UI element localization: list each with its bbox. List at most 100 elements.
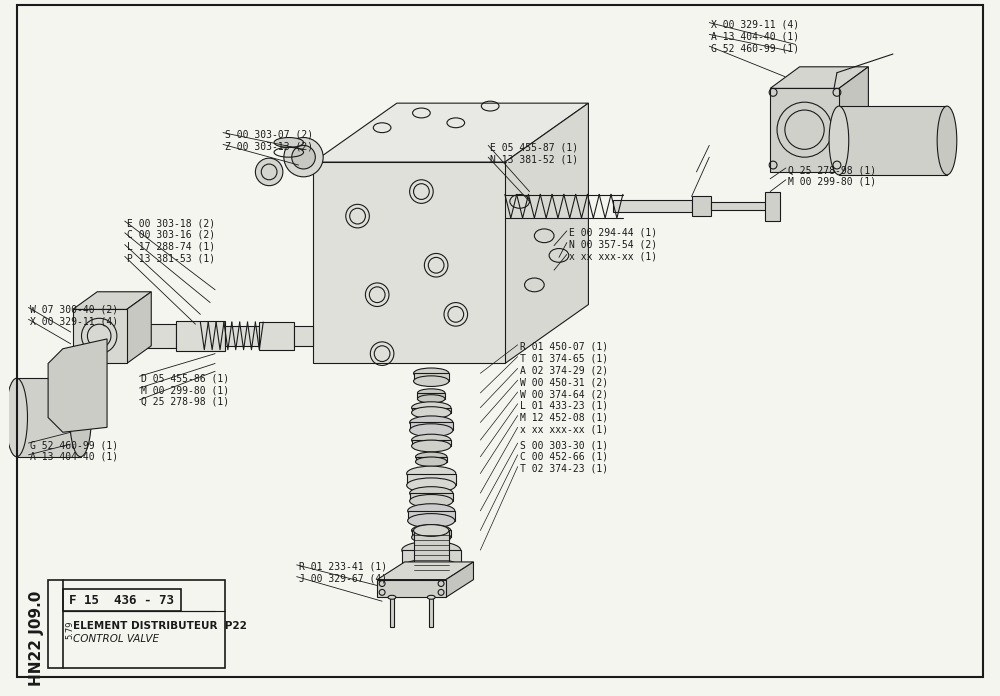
Ellipse shape <box>408 504 455 518</box>
Text: S 00 303-07 (2): S 00 303-07 (2) <box>225 129 313 140</box>
Bar <box>417 393 445 399</box>
Ellipse shape <box>6 378 27 457</box>
Bar <box>48 580 225 668</box>
Ellipse shape <box>70 378 91 457</box>
Circle shape <box>284 138 323 177</box>
Ellipse shape <box>414 569 449 580</box>
Text: T 01 374-65 (1): T 01 374-65 (1) <box>520 354 608 363</box>
Text: N 00 357-54 (2): N 00 357-54 (2) <box>569 239 657 250</box>
Text: CONTROL VALVE: CONTROL VALVE <box>73 633 159 644</box>
Ellipse shape <box>414 525 449 537</box>
Ellipse shape <box>408 514 455 528</box>
Bar <box>225 326 259 346</box>
Bar <box>412 530 451 537</box>
Polygon shape <box>377 562 473 580</box>
Circle shape <box>292 145 315 169</box>
Text: G 52 460-99 (1): G 52 460-99 (1) <box>30 440 119 450</box>
Ellipse shape <box>402 541 461 559</box>
Bar <box>412 408 451 413</box>
Text: E 00 294-44 (1): E 00 294-44 (1) <box>569 228 657 238</box>
Text: G 52 460-99 (1): G 52 460-99 (1) <box>711 43 799 53</box>
Bar <box>87 324 176 348</box>
Polygon shape <box>770 67 868 88</box>
Ellipse shape <box>402 559 461 577</box>
Text: W 00 450-31 (2): W 00 450-31 (2) <box>520 377 608 387</box>
Bar <box>17 378 81 457</box>
Text: Q 25 278-98 (1): Q 25 278-98 (1) <box>788 165 876 175</box>
Ellipse shape <box>410 416 453 429</box>
Bar <box>429 597 433 627</box>
Ellipse shape <box>829 106 849 175</box>
Ellipse shape <box>412 440 451 452</box>
Text: J 00 329-67 (4): J 00 329-67 (4) <box>299 574 387 584</box>
Text: W 00 374-64 (2): W 00 374-64 (2) <box>520 389 608 399</box>
Text: P 13 381-53 (1): P 13 381-53 (1) <box>127 253 215 264</box>
Bar <box>407 473 456 485</box>
Ellipse shape <box>414 376 449 386</box>
Bar <box>412 440 451 446</box>
Text: X 00 329-11 (4): X 00 329-11 (4) <box>30 316 119 326</box>
Bar <box>410 422 453 430</box>
Ellipse shape <box>412 532 451 544</box>
Bar <box>692 196 711 216</box>
Bar <box>711 203 770 210</box>
Polygon shape <box>313 103 588 162</box>
Polygon shape <box>127 292 151 363</box>
Bar <box>414 373 449 381</box>
Text: E 05 455-87 (1): E 05 455-87 (1) <box>490 143 578 152</box>
Text: x xx xxx-xx (1): x xx xxx-xx (1) <box>569 251 657 262</box>
Circle shape <box>255 158 283 186</box>
Text: A 02 374-29 (2): A 02 374-29 (2) <box>520 365 608 375</box>
Polygon shape <box>73 292 151 310</box>
Bar <box>613 200 692 212</box>
Ellipse shape <box>417 395 445 403</box>
Text: M 00 299-80 (1): M 00 299-80 (1) <box>788 177 876 187</box>
Text: x xx xxx-xx (1): x xx xxx-xx (1) <box>520 425 608 434</box>
Ellipse shape <box>417 389 445 397</box>
Bar <box>377 580 446 597</box>
Text: M 00 299-80 (1): M 00 299-80 (1) <box>141 385 230 395</box>
Bar <box>402 550 461 568</box>
Bar <box>294 326 313 346</box>
Bar <box>408 511 455 521</box>
Text: N 13 381-52 (1): N 13 381-52 (1) <box>490 155 578 164</box>
Text: Q 25 278-98 (1): Q 25 278-98 (1) <box>141 397 230 407</box>
Text: Z 00 303-13 (2): Z 00 303-13 (2) <box>225 141 313 152</box>
Bar <box>416 457 447 461</box>
Text: A 13 404-40 (1): A 13 404-40 (1) <box>711 31 799 42</box>
Bar <box>73 310 127 363</box>
Ellipse shape <box>407 466 456 481</box>
Ellipse shape <box>410 424 453 437</box>
Ellipse shape <box>388 595 396 599</box>
Ellipse shape <box>412 402 451 413</box>
Ellipse shape <box>937 106 957 175</box>
Polygon shape <box>839 67 868 172</box>
Bar <box>390 597 394 627</box>
Text: ELEMENT DISTRIBUTEUR  P22: ELEMENT DISTRIBUTEUR P22 <box>73 621 247 631</box>
Polygon shape <box>505 103 588 363</box>
Ellipse shape <box>412 525 451 537</box>
Text: W 07 300-40 (2): W 07 300-40 (2) <box>30 305 119 315</box>
Text: S 00 303-30 (1): S 00 303-30 (1) <box>520 440 608 450</box>
Ellipse shape <box>274 138 304 148</box>
Text: L 01 433-23 (1): L 01 433-23 (1) <box>520 401 608 411</box>
Text: C 00 303-16 (2): C 00 303-16 (2) <box>127 230 215 240</box>
Text: A 13 404-40 (1): A 13 404-40 (1) <box>30 452 119 462</box>
Bar <box>770 88 839 172</box>
Bar <box>765 191 780 221</box>
Text: 5.79: 5.79 <box>66 621 75 640</box>
Ellipse shape <box>416 457 447 466</box>
Bar <box>63 590 181 611</box>
Text: R 01 450-07 (1): R 01 450-07 (1) <box>520 342 608 352</box>
Ellipse shape <box>414 368 449 379</box>
Bar <box>414 530 449 575</box>
Text: X 00 329-11 (4): X 00 329-11 (4) <box>711 19 799 30</box>
Text: C 00 452-66 (1): C 00 452-66 (1) <box>520 452 608 462</box>
Polygon shape <box>446 562 473 597</box>
Text: F 15  436 - 73: F 15 436 - 73 <box>69 594 174 607</box>
Ellipse shape <box>416 452 447 461</box>
Bar <box>839 106 947 175</box>
Ellipse shape <box>412 406 451 418</box>
Ellipse shape <box>427 595 435 599</box>
Text: D 05 455-86 (1): D 05 455-86 (1) <box>141 373 230 383</box>
